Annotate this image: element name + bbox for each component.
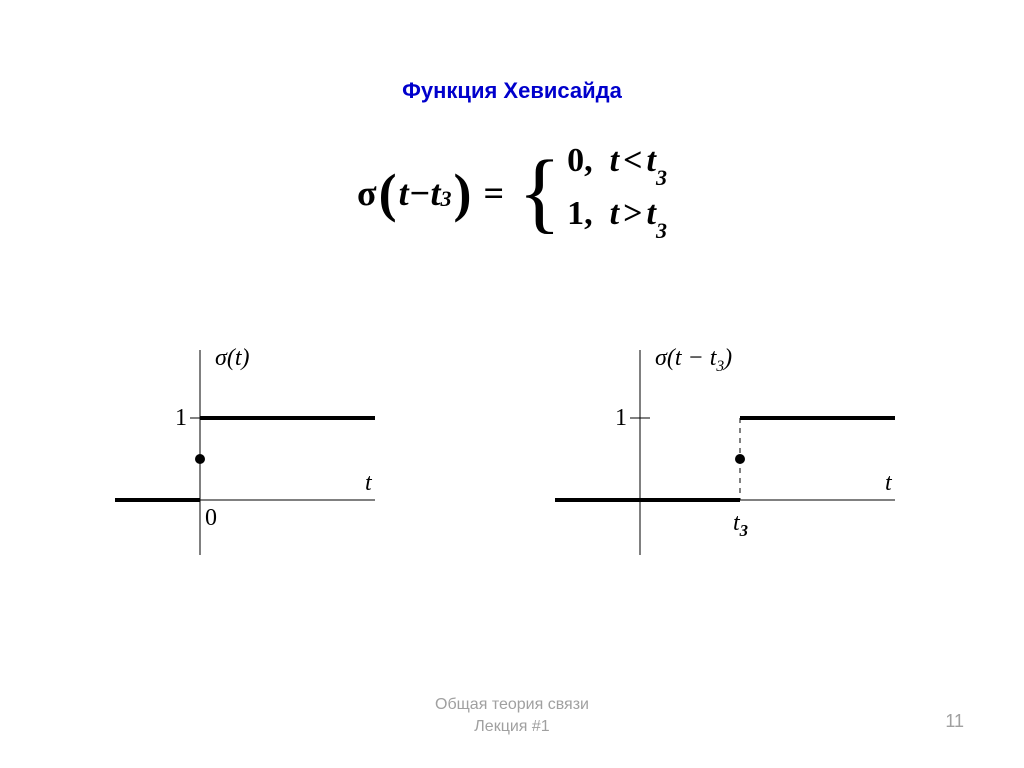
case0-val: 0, xyxy=(567,142,593,179)
svg-text:σ(t): σ(t) xyxy=(215,345,250,371)
plot-sigma-t: σ(t) 1 t 0 xyxy=(105,340,385,565)
case1-tbase: t xyxy=(647,195,656,232)
svg-text:1: 1 xyxy=(615,405,627,431)
footer-line2: Лекция #1 xyxy=(474,718,549,735)
brace-icon: { xyxy=(518,158,561,228)
slide-title: Функция Хевисайда xyxy=(0,78,1024,104)
svg-text:σ(t − t3): σ(t − t3) xyxy=(655,345,732,375)
case1-tsub: 3 xyxy=(656,218,667,243)
sigma-symbol: σ xyxy=(357,172,377,214)
case1-val: 1, xyxy=(567,195,593,232)
footer-line1: Общая теория связи xyxy=(435,696,589,713)
formula-block: σ ( t − t3 ) = { 0, t<t3 1, t>t3 xyxy=(0,140,1024,246)
case0-tbase: t xyxy=(647,142,656,179)
arg-tsub: 3 xyxy=(440,186,451,212)
case1-op: > xyxy=(623,195,642,232)
arg-tbase: t xyxy=(430,172,440,214)
equals: = xyxy=(483,172,504,214)
case0-op: < xyxy=(623,142,642,179)
rparen: ) xyxy=(453,166,471,220)
svg-text:0: 0 xyxy=(205,505,217,531)
svg-text:t: t xyxy=(365,470,373,496)
svg-text:t3: t3 xyxy=(733,510,748,540)
svg-text:1: 1 xyxy=(175,405,187,431)
case0-tsub: 3 xyxy=(656,165,667,190)
plot-sigma-t-t3: σ(t − t3) 1 t t3 xyxy=(545,340,905,565)
page-number: 11 xyxy=(945,711,964,732)
footer-block: Общая теория связи Лекция #1 xyxy=(0,694,1024,738)
arg-t: t xyxy=(399,172,409,214)
minus: − xyxy=(409,172,431,214)
svg-text:t: t xyxy=(885,470,893,496)
case0-var: t xyxy=(610,142,619,179)
lparen: ( xyxy=(379,166,397,220)
case-1: 1, t>t3 xyxy=(567,193,667,246)
case1-var: t xyxy=(610,195,619,232)
case-0: 0, t<t3 xyxy=(567,140,667,193)
